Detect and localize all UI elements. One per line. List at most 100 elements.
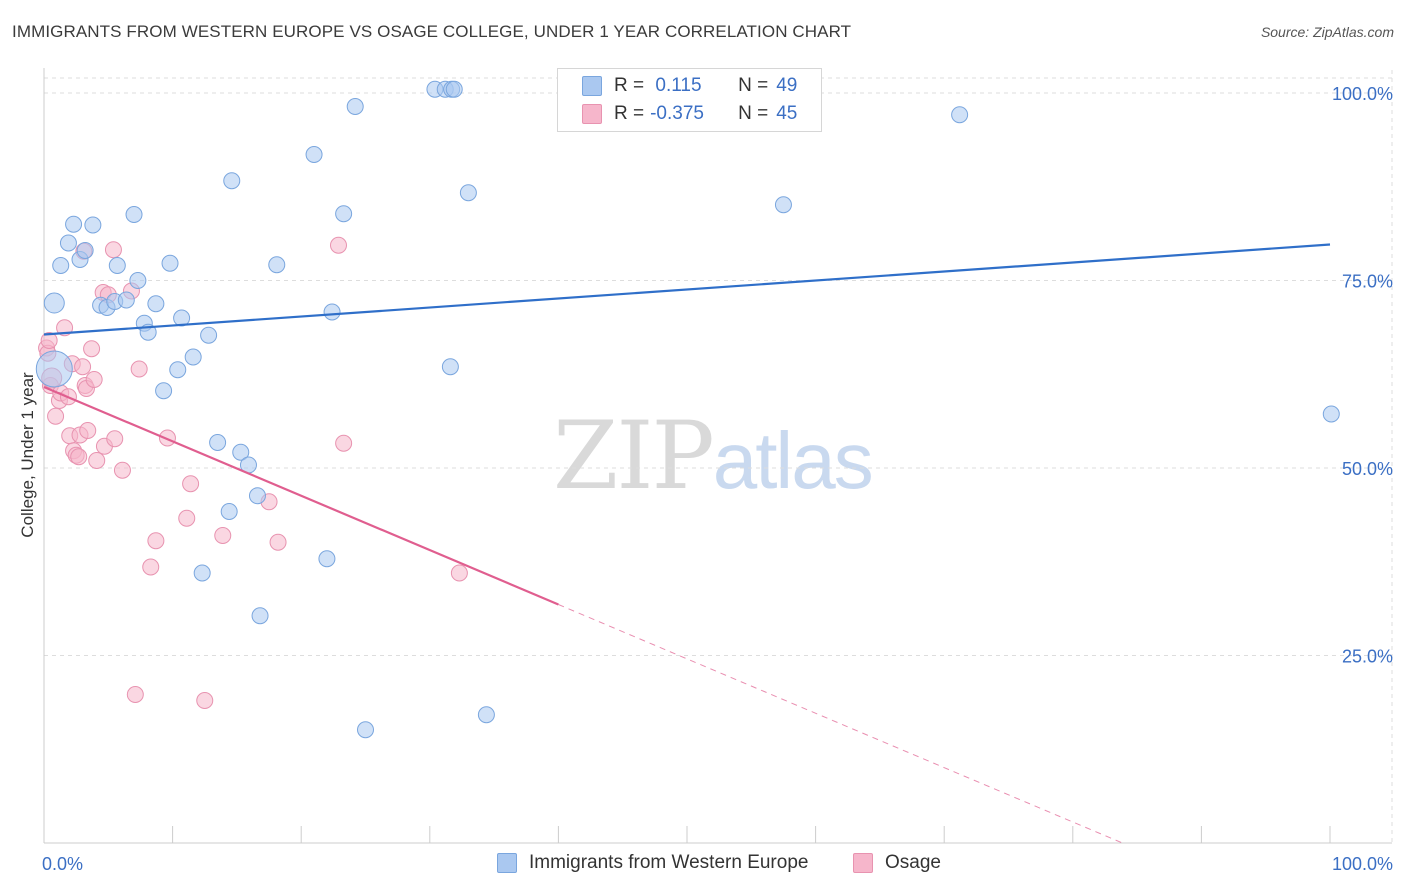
- data-point: [268, 256, 286, 274]
- y-axis-label: College, Under 1 year: [18, 372, 37, 538]
- data-point: [108, 257, 126, 274]
- data-point: [251, 607, 269, 625]
- y-tick-label: 75.0%: [1342, 272, 1393, 292]
- data-point: [951, 106, 969, 124]
- legend-n-label: N =: [738, 75, 769, 96]
- y-tick-label: 100.0%: [1332, 84, 1393, 104]
- x-tick-label: 0.0%: [42, 854, 83, 874]
- x-tick-label: 100.0%: [1332, 854, 1393, 874]
- data-point: [84, 216, 102, 234]
- data-point: [70, 448, 88, 466]
- chart-title: IMMIGRANTS FROM WESTERN EUROPE VS OSAGE …: [12, 22, 852, 41]
- data-point: [193, 564, 211, 582]
- data-point: [223, 172, 241, 190]
- watermark-zip: ZIP: [553, 402, 715, 511]
- data-point: [220, 503, 238, 520]
- legend-r-label: R =: [614, 103, 645, 124]
- data-point: [305, 146, 323, 163]
- data-point: [83, 340, 101, 358]
- data-point: [335, 205, 353, 223]
- data-point: [329, 236, 347, 254]
- data-point: [323, 303, 341, 321]
- trend-lines: [43, 243, 1331, 844]
- legend-row-blue: R = 0.115 N = 49: [558, 72, 797, 100]
- legend-n-value-pink: 45: [776, 103, 798, 124]
- data-point: [47, 407, 65, 425]
- trend-line-pink-extension: [558, 604, 1123, 844]
- data-point: [147, 295, 165, 313]
- legend-r-value-blue: 0.115: [650, 75, 702, 96]
- series-legend: Immigrants from Western Europe Osage: [0, 852, 1406, 878]
- series-label-pink: Osage: [885, 852, 941, 873]
- data-point: [1322, 405, 1340, 423]
- data-point: [106, 430, 124, 448]
- data-point: [130, 360, 148, 378]
- data-point: [74, 358, 92, 376]
- data-point: [318, 550, 336, 568]
- data-point: [129, 272, 147, 289]
- data-point: [43, 292, 65, 314]
- data-point: [196, 692, 214, 709]
- legend-row-pink: R = -0.375 N = 45: [558, 100, 797, 128]
- data-point: [209, 434, 227, 451]
- watermark-atlas: atlas: [712, 416, 874, 505]
- legend-n-label: N =: [738, 103, 769, 124]
- series-legend-blue: Immigrants from Western Europe: [497, 852, 808, 874]
- legend-swatch-pink: [582, 104, 602, 124]
- correlation-legend: R = 0.115 N = 49 R = -0.375 N = 45: [557, 68, 822, 132]
- data-point: [173, 309, 191, 327]
- data-point: [88, 452, 106, 469]
- data-point: [346, 98, 364, 115]
- data-point: [79, 422, 97, 439]
- data-point: [335, 434, 353, 452]
- data-point: [357, 721, 374, 739]
- data-point: [40, 332, 58, 349]
- tick-labels: 25.0% 50.0% 75.0% 100.0% 0.0% 100.0%: [42, 84, 1393, 874]
- data-point: [178, 509, 196, 527]
- data-point: [59, 234, 77, 252]
- trend-line-blue: [43, 243, 1331, 336]
- series-label-blue: Immigrants from Western Europe: [529, 852, 809, 873]
- data-point: [200, 326, 218, 344]
- data-point: [85, 371, 103, 388]
- data-point: [113, 461, 131, 479]
- data-point: [459, 184, 477, 202]
- legend-n-value-blue: 49: [776, 75, 798, 96]
- data-point: [147, 532, 165, 550]
- legend-r-label: R =: [614, 75, 645, 96]
- data-point: [182, 475, 200, 493]
- legend-swatch-blue: [582, 76, 602, 96]
- data-point: [161, 254, 179, 272]
- data-point: [169, 361, 187, 379]
- data-point: [269, 533, 287, 551]
- data-point: [441, 358, 459, 376]
- data-point: [65, 215, 83, 233]
- data-point: [184, 348, 202, 366]
- data-point: [117, 291, 135, 309]
- data-point: [232, 443, 250, 461]
- watermark: ZIPatlas: [553, 402, 874, 511]
- data-point: [450, 564, 468, 582]
- series-swatch-pink: [853, 853, 873, 873]
- data-point: [76, 242, 94, 259]
- data-point: [774, 196, 792, 214]
- western-europe-points: [35, 80, 1340, 739]
- data-point: [248, 487, 266, 505]
- data-point: [52, 257, 70, 274]
- trend-line-pink: [43, 385, 559, 606]
- data-point: [445, 80, 463, 98]
- data-point: [35, 350, 73, 388]
- legend-r-value-pink: -0.375: [650, 103, 704, 124]
- y-tick-label: 25.0%: [1342, 647, 1393, 667]
- data-point: [155, 382, 173, 400]
- data-point: [214, 527, 232, 544]
- series-legend-pink: Osage: [853, 852, 941, 874]
- source-label: Source: ZipAtlas.com: [1260, 24, 1394, 40]
- data-point: [142, 558, 160, 576]
- axes: [43, 68, 1392, 844]
- data-point: [477, 706, 495, 724]
- data-point: [126, 686, 144, 703]
- data-point: [104, 241, 122, 259]
- data-point: [125, 206, 143, 223]
